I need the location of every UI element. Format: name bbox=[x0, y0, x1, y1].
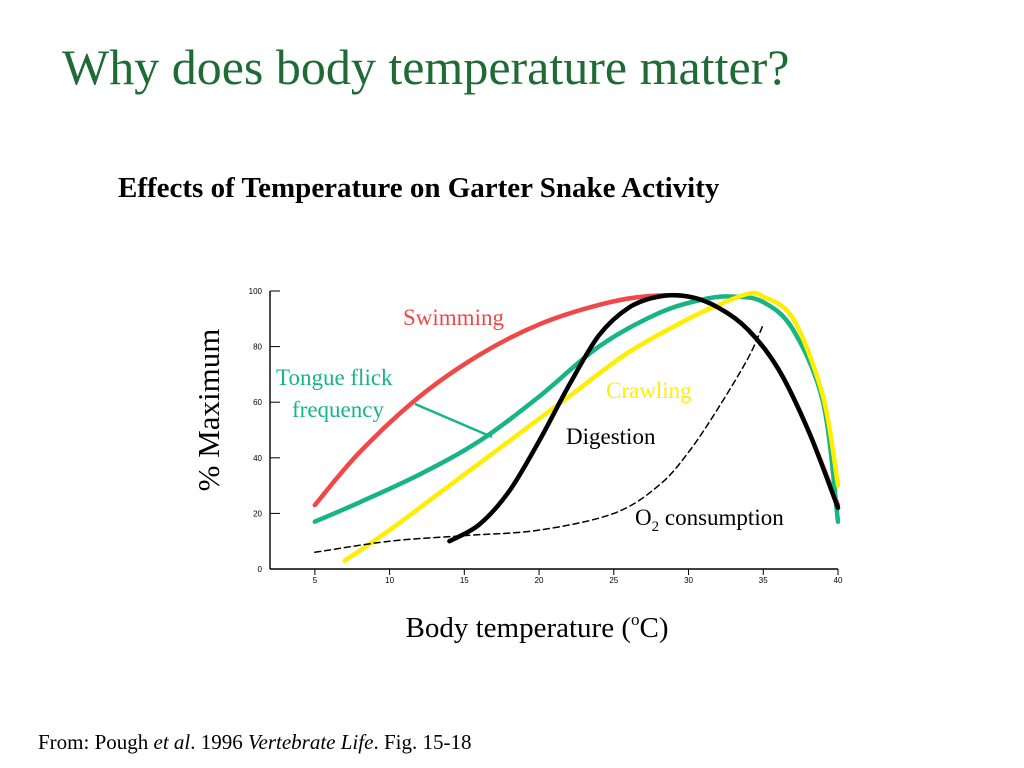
swimming-line bbox=[312, 293, 841, 508]
o2-consumption-label: O2 consumption bbox=[635, 505, 784, 535]
o2-label-sub: 2 bbox=[652, 519, 660, 535]
y-tick-label: 60 bbox=[253, 398, 262, 407]
o2-label-rest: consumption bbox=[659, 505, 784, 530]
source-prefix: From: Pough bbox=[38, 730, 154, 754]
x-tick-label: 25 bbox=[609, 576, 618, 585]
x-tick-label: 30 bbox=[684, 576, 693, 585]
o2-consumption-line bbox=[314, 323, 765, 554]
chart-axes: 0 20 40 60 80 100 5 10 15 20 25 30 35 40 bbox=[249, 287, 843, 585]
crawling-line bbox=[342, 290, 841, 563]
source-citation: From: Pough et al. 1996 Vertebrate Life.… bbox=[38, 730, 471, 755]
y-axis-label: % Maximum bbox=[191, 329, 226, 492]
y-tick-label: 0 bbox=[258, 565, 263, 574]
x-axis-label: Body temperature (oC) bbox=[406, 610, 669, 644]
x-tick-label: 5 bbox=[313, 576, 318, 585]
y-tick-label: 100 bbox=[249, 287, 263, 296]
x-tick-label: 35 bbox=[759, 576, 768, 585]
chart-series-lines bbox=[312, 290, 841, 563]
x-tick-label: 20 bbox=[535, 576, 544, 585]
source-middle: . 1996 bbox=[190, 730, 249, 754]
slide-title: Why does body temperature matter? bbox=[62, 39, 790, 95]
tongue-flick-line bbox=[312, 294, 841, 524]
x-axis-label-main: Body temperature ( bbox=[406, 612, 631, 644]
y-tick-label: 20 bbox=[253, 509, 262, 518]
y-tick-label: 80 bbox=[253, 343, 262, 352]
tongue-flick-pointer bbox=[414, 402, 493, 439]
x-tick-label: 15 bbox=[460, 576, 469, 585]
x-tick-label: 40 bbox=[834, 576, 843, 585]
o2-label-o: O bbox=[635, 505, 652, 530]
y-tick-label: 40 bbox=[253, 454, 262, 463]
tongue-flick-label-line2: frequency bbox=[292, 397, 384, 422]
source-book: Vertebrate Life bbox=[248, 730, 374, 754]
x-axis-label-degree: o bbox=[631, 610, 640, 629]
crawling-label: Crawling bbox=[606, 378, 692, 403]
x-axis-label-unit: C) bbox=[639, 612, 668, 644]
tongue-flick-label-line1: Tongue flick bbox=[276, 365, 393, 390]
source-suffix: . Fig. 15-18 bbox=[373, 730, 472, 754]
chart-series-labels: Swimming Tongue flick frequency Crawling Dig… bbox=[276, 305, 784, 535]
swimming-label: Swimming bbox=[403, 305, 504, 330]
chart-title: Effects of Temperature on Garter Snake A… bbox=[118, 172, 720, 204]
x-tick-label: 10 bbox=[385, 576, 394, 585]
source-etal: et al bbox=[153, 730, 191, 754]
digestion-line bbox=[447, 292, 841, 544]
digestion-label: Digestion bbox=[566, 424, 656, 449]
